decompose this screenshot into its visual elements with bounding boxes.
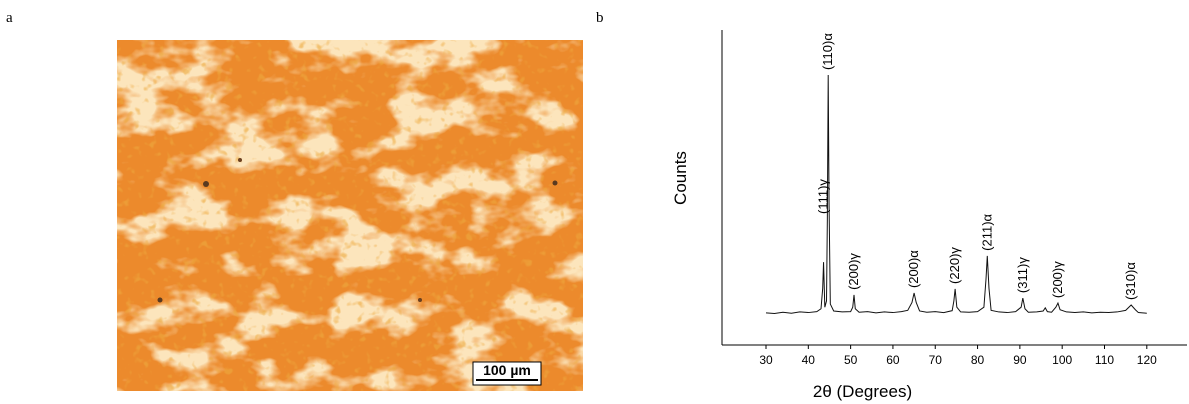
x-axis-label: 2θ (Degrees) bbox=[813, 382, 912, 401]
peak-label: (200)α bbox=[906, 250, 921, 288]
panel-label: a bbox=[6, 10, 13, 26]
micrograph bbox=[117, 40, 583, 391]
peak-label: (200)γ bbox=[846, 253, 861, 290]
x-tick-label: 30 bbox=[759, 353, 773, 367]
x-tick-label: 110 bbox=[1095, 353, 1114, 367]
panel-label: b bbox=[596, 10, 604, 26]
x-tick-label: 100 bbox=[1052, 353, 1072, 367]
peak-label: (310)α bbox=[1123, 262, 1138, 300]
x-tick-label: 50 bbox=[844, 353, 858, 367]
y-axis-label: Counts bbox=[671, 151, 690, 205]
scale-bar-label: 100 µm bbox=[483, 362, 531, 378]
peak-label: (111)γ bbox=[816, 179, 831, 214]
x-tick-label: 60 bbox=[886, 353, 900, 367]
x-tick-label: 70 bbox=[929, 353, 943, 367]
peak-label: (211)α bbox=[979, 213, 994, 250]
data-line bbox=[765, 75, 1147, 315]
peak-label: (110)α bbox=[820, 33, 835, 70]
peak-label: (220)γ bbox=[947, 247, 962, 284]
x-tick-label: 120 bbox=[1137, 353, 1157, 367]
x-tick-label: 40 bbox=[802, 353, 816, 367]
x-tick-label: 80 bbox=[971, 353, 985, 367]
peak-label: (311)γ bbox=[1015, 257, 1030, 293]
peak-label: (200)γ bbox=[1050, 261, 1065, 298]
x-tick-label: 90 bbox=[1013, 353, 1027, 367]
xrd-chart: 30 40 50 60 70 80 90 100 110 120 2θ (Degrees) Count… bbox=[671, 30, 1187, 401]
